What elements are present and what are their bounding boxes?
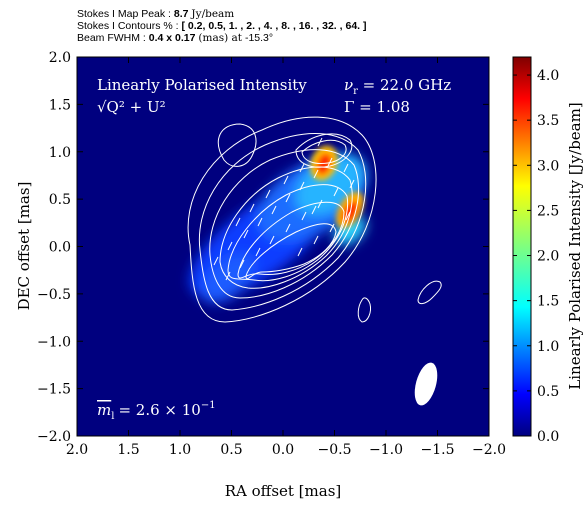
beam-value: 0.4 x 0.17 [148,32,196,44]
map-peak-unit: Jy/beam [191,8,235,20]
map-peak-label: Stokes I Map Peak : [77,8,171,20]
plot-title: Linearly Polarised Intensity [97,76,307,94]
y-tick-label: −2.0 [37,429,71,445]
x-axis: 2.0 1.5 1.0 0.5 0.0 −0.5 −1.0 −1.5 −2.0 [66,57,506,458]
contours-value: [ 0.2, 0.5, 1. , 2. , 4. , 8. , 16. , 32… [181,20,367,32]
m-value: = 2.6 × 10 [118,401,200,419]
colorbar-tick-label: 3.0 [537,158,559,174]
colorbar-tick-label: 2.0 [537,249,559,265]
frequency-label: νr = 22.0 GHz [344,76,451,97]
mean-fraction-label: ml = 2.6 × 10−1 [97,400,216,422]
x-axis-label: RA offset [mas] [225,482,342,500]
beam-angle: -15.3° [244,32,274,44]
m-exponent: −1 [201,400,216,411]
x-tick-label: −1.0 [369,442,403,458]
nu-symbol: ν [344,76,353,94]
x-tick-label: 0.0 [272,442,294,458]
colorbar-tick-label: 4.0 [537,68,559,84]
x-tick-label: 1.0 [169,442,191,458]
y-tick-label: −1.0 [37,334,71,350]
colorbar-tick-label: 0.5 [537,384,559,400]
y-tick-label: 0.5 [49,192,71,208]
y-tick-label: 2.0 [49,50,71,66]
x-tick-label: 0.5 [220,442,242,458]
contours-label: Stokes I Contours % : [77,20,179,32]
beam-label: Beam FWHM : [77,32,146,44]
map-peak-line: Stokes I Map Peak : 8.7 Jy/beam [77,8,234,20]
m-subscript: l [111,411,114,422]
colorbar-tick-label: 0.0 [537,429,559,445]
colorbar-ticks: 0.0 0.5 1.0 1.5 2.0 2.5 3.0 3.5 4.0 [513,68,559,445]
colorbar-label: Linearly Polarised Intensity [Jy/beam] [566,102,584,389]
x-tick-label: −0.5 [318,442,352,458]
nu-subscript: r [353,86,358,97]
y-tick-label: 1.5 [49,97,71,113]
y-tick-label: 0.0 [49,240,71,256]
x-tick-label: −2.0 [472,442,506,458]
m-symbol: m [97,401,111,419]
y-tick-label: −1.5 [37,382,71,398]
beam-unit: (mas) at [198,32,243,44]
colorbar [512,56,532,437]
colorbar-tick-label: 1.5 [537,294,559,310]
plot-subtitle: √Q² + U² [97,98,166,116]
colorbar-tick-label: 3.5 [537,113,559,129]
gamma-label: Γ = 1.08 [344,98,410,116]
x-tick-label: 1.5 [117,442,139,458]
stokes-i-contours [187,116,442,323]
colorbar-tick-label: 1.0 [537,339,559,355]
colorbar-tick-label: 2.5 [537,203,559,219]
beam-line: Beam FWHM : 0.4 x 0.17 (mas) at -15.3° [77,32,273,44]
map-peak-value: 8.7 [173,8,189,20]
y-tick-label: 1.0 [49,145,71,161]
polarised-intensity-map [187,116,442,406]
y-tick-label: −0.5 [37,287,71,303]
x-tick-label: 2.0 [66,442,88,458]
x-tick-label: −1.5 [421,442,455,458]
evpa-ticks [213,137,355,281]
y-axis-label: DEC offset [mas] [15,182,33,311]
beam-ellipse [414,362,438,406]
y-axis: 2.0 1.5 1.0 0.5 0.0 −0.5 −1.0 −1.5 −2.0 [37,50,489,445]
contours-line: Stokes I Contours % : [ 0.2, 0.5, 1. , 2… [77,20,367,32]
frequency-value: = 22.0 GHz [358,76,451,94]
